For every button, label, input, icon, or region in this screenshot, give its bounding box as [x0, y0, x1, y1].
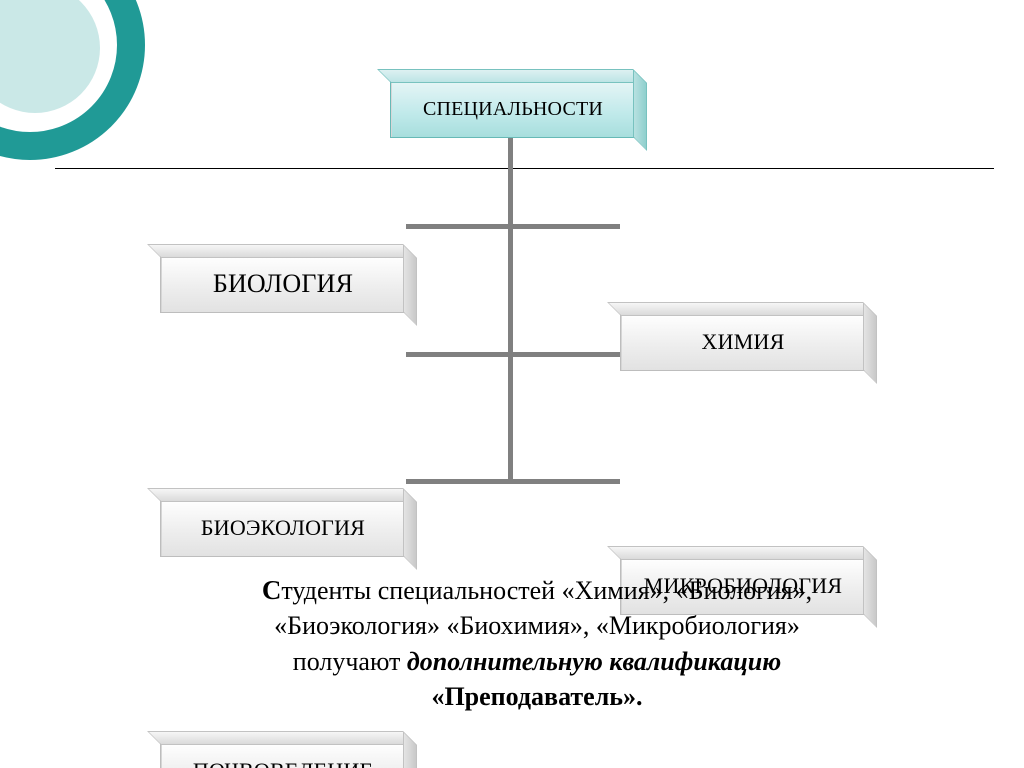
connector-branch	[406, 352, 513, 357]
node-root: СПЕЦИАЛЬНОСТИ	[390, 80, 636, 138]
node-label: ХИМИЯ	[702, 329, 785, 355]
node-root-label: СПЕЦИАЛЬНОСТИ	[423, 98, 603, 121]
connector-branch	[508, 479, 621, 484]
caption-line2: «Биоэкология» «Биохимия», «Микробиология…	[274, 611, 800, 640]
caption-lead-letter: С	[262, 575, 282, 605]
caption-line1: туденты специальностей «Химия», «Биологи…	[281, 576, 812, 605]
node-chemistry: ХИМИЯ	[620, 313, 866, 371]
connector-branch	[406, 224, 513, 229]
caption-text: Студенты специальностей «Химия», «Биолог…	[130, 572, 944, 714]
caption-line3a: получают	[293, 647, 407, 676]
node-biology: БИОЛОГИЯ	[160, 255, 406, 313]
caption-line4: «Преподаватель».	[431, 682, 642, 711]
node-label: БИОЛОГИЯ	[213, 269, 353, 299]
node-label: БИОЭКОЛОГИЯ	[201, 515, 365, 541]
node-soil-science: ПОЧВОВЕДЕНИЕ	[160, 742, 406, 768]
connector-trunk	[508, 138, 513, 482]
connector-branch	[406, 479, 513, 484]
org-chart: СПЕЦИАЛЬНОСТИ БИОЛОГИЯ ХИМИЯ БИОЭКОЛОГИЯ…	[0, 0, 1024, 560]
connector-branch	[508, 224, 621, 229]
caption-line3-em: дополнительную квалификацию	[407, 647, 781, 676]
node-bioecology: БИОЭКОЛОГИЯ	[160, 499, 406, 557]
connector-branch	[508, 352, 621, 357]
node-label: ПОЧВОВЕДЕНИЕ	[193, 758, 373, 768]
